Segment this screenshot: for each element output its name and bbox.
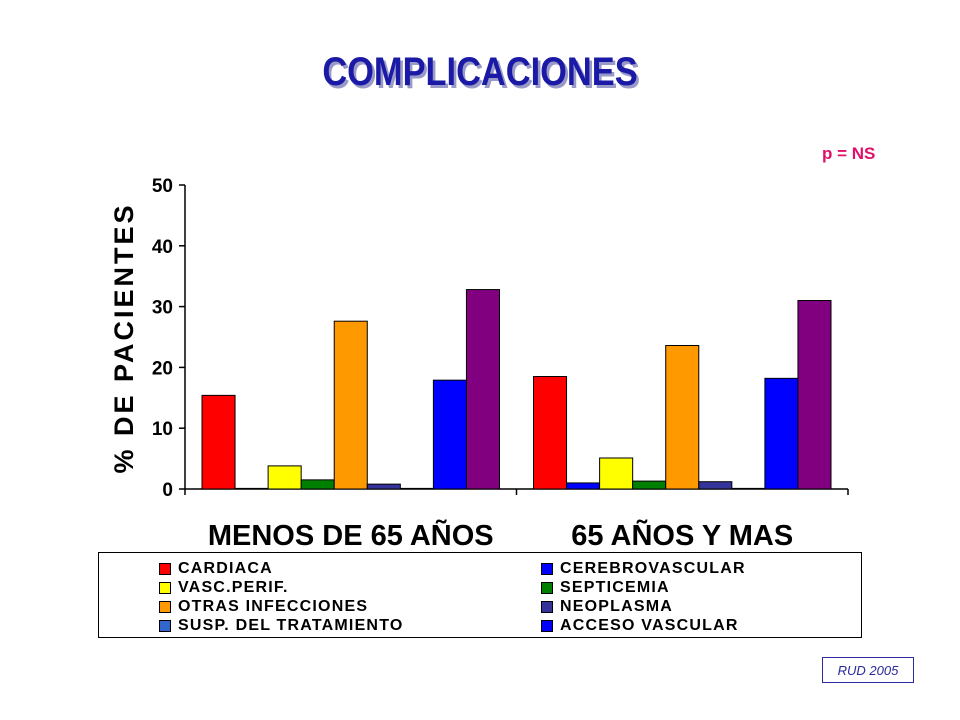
legend-item: CARDIACA [159, 559, 273, 579]
legend-item: VASC.PERIF. [159, 578, 289, 598]
bar [698, 481, 733, 490]
page-title: COMPLICACIONES [322, 50, 638, 94]
y-tick-label: 10 [152, 419, 173, 440]
y-tick-label: 50 [152, 176, 173, 197]
source-note: RUD 2005 [822, 657, 914, 683]
legend-label: ACCESO VASCULAR [560, 617, 739, 634]
bar [599, 457, 634, 490]
x-category-label: 65 AÑOS Y MAS [571, 518, 793, 552]
y-tick-label: 40 [152, 237, 173, 258]
y-tick-label: 0 [162, 480, 173, 501]
y-tick-label: 30 [152, 298, 173, 319]
legend-label: NEOPLASMA [560, 598, 674, 615]
bar [234, 487, 269, 490]
y-tick-label: 20 [152, 358, 173, 379]
legend-item: SEPTICEMIA [541, 578, 670, 598]
legend-swatch [541, 620, 553, 632]
y-axis-label: % DE PACIENTES [109, 202, 139, 473]
legend-swatch [541, 582, 553, 594]
bar [533, 376, 568, 490]
bar [764, 377, 799, 490]
legend-item: OTRAS INFECCIONES [159, 597, 368, 617]
bar [465, 289, 501, 490]
bar [267, 465, 302, 490]
legend-item: NEOPLASMA [541, 597, 673, 617]
bar [201, 394, 236, 490]
bar [399, 487, 434, 490]
bar [333, 320, 368, 490]
bar [566, 482, 601, 490]
bar [366, 483, 401, 490]
bar [665, 345, 700, 490]
bar [731, 487, 766, 490]
legend-label: OTRAS INFECCIONES [178, 598, 369, 615]
legend-label: CARDIACA [178, 560, 273, 577]
bar [300, 479, 335, 490]
legend-label: VASC.PERIF. [178, 579, 289, 596]
legend-item: ACCESO VASCULAR [541, 616, 739, 636]
bar [632, 480, 667, 490]
legend-item: SUSP. DEL TRATAMIENTO [159, 616, 404, 636]
legend-label: SUSP. DEL TRATAMIENTO [178, 617, 404, 634]
legend-swatch [159, 601, 171, 613]
bar [432, 379, 467, 490]
legend-swatch [159, 582, 171, 594]
legend-item: CEREBROVASCULAR [541, 559, 746, 579]
legend-swatch [541, 601, 553, 613]
chart-legend: CARDIACA CEREBROVASCULAR VASC.PERIF. SEPTIC… [98, 552, 862, 638]
bar-chart: % DE PACIENTES 0 10 20 30 40 50 MENOS DE 65 AÑ… [109, 176, 849, 552]
legend-swatch [159, 620, 171, 632]
p-value-label: p = NS [822, 144, 876, 163]
legend-swatch [159, 563, 171, 575]
legend-label: SEPTICEMIA [560, 579, 670, 596]
x-category-label: MENOS DE 65 AÑOS [208, 518, 494, 552]
bar [797, 300, 832, 490]
legend-label: CEREBROVASCULAR [560, 560, 746, 577]
legend-swatch [541, 563, 553, 575]
